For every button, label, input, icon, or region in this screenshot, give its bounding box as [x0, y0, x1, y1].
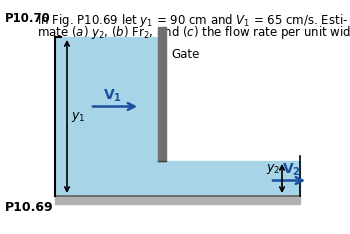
Text: $y_2$: $y_2$ [266, 161, 280, 176]
Text: Gate: Gate [171, 48, 200, 62]
Bar [158, 27, 166, 161]
Text: $y_1$: $y_1$ [71, 110, 85, 124]
Text: P10.70: P10.70 [5, 12, 51, 25]
Polygon shape [158, 161, 300, 196]
Text: $\mathbf{V_1}$: $\mathbf{V_1}$ [103, 88, 122, 105]
Text: P10.69: P10.69 [5, 201, 54, 214]
Text: mate ($a$) $y_2$, ($b$) Fr$_2$, and ($c$) the flow rate per unit width.: mate ($a$) $y_2$, ($b$) Fr$_2$, and ($c$… [37, 24, 350, 41]
Text: In Fig. P10.69 let $y_1$ = 90 cm and $V_1$ = 65 cm/s. Esti-: In Fig. P10.69 let $y_1$ = 90 cm and $V_… [37, 12, 348, 29]
Polygon shape [55, 37, 158, 196]
Bar [55, 196, 300, 204]
Text: $\mathbf{V_2}$: $\mathbf{V_2}$ [282, 162, 301, 179]
